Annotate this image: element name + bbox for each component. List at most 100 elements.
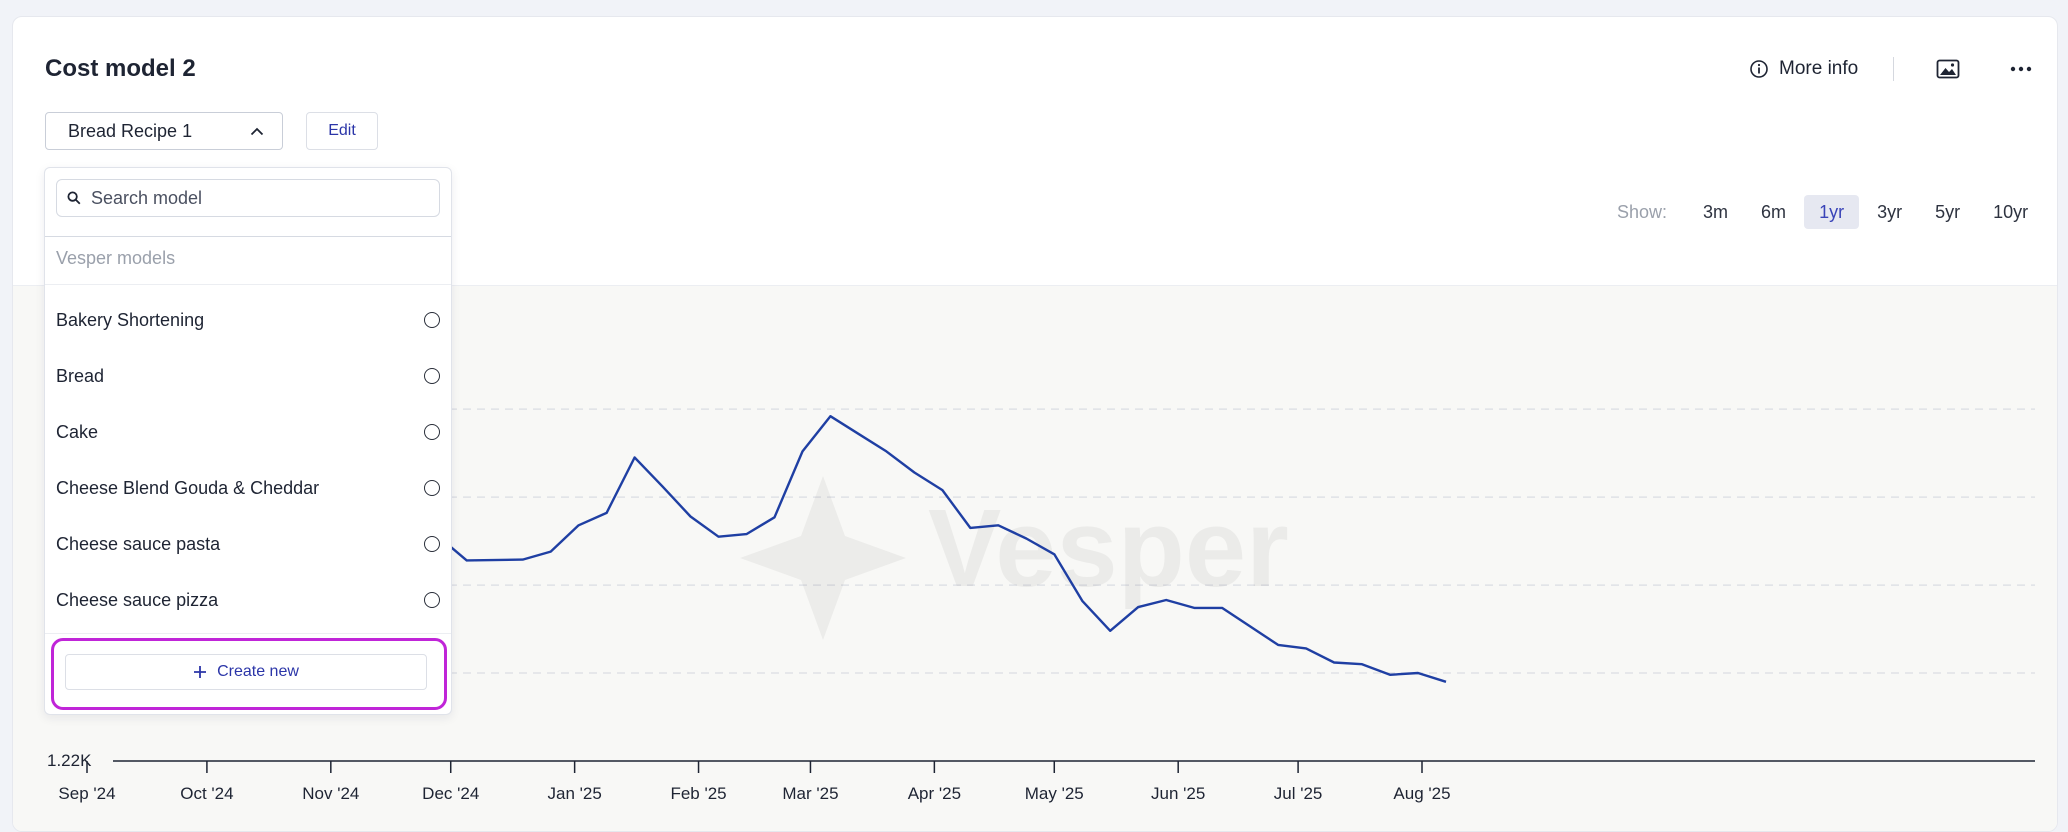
group-label: Vesper models: [56, 248, 176, 268]
range-3m[interactable]: 3m: [1703, 201, 1729, 222]
series-line: [325, 415, 1447, 683]
model-list: Bakery Shortening Bread Cake Cheese Blen…: [45, 292, 451, 628]
data-point: [1444, 680, 1448, 684]
model-dropdown: Vesper models Bakery Shortening Bread Ca…: [44, 167, 452, 715]
data-point: [1108, 629, 1112, 633]
x-tick-label: Oct '24: [180, 784, 233, 803]
x-tick-label: Feb '25: [670, 784, 726, 803]
create-new-highlight: Create new: [51, 638, 447, 710]
model-option-label: Bread: [56, 365, 105, 386]
search-model-input[interactable]: [89, 186, 413, 210]
data-point: [745, 532, 749, 536]
model-option-cheese-sauce-pizza[interactable]: Cheese sauce pizza: [45, 572, 451, 628]
data-point: [689, 514, 693, 518]
search-model-box[interactable]: [56, 179, 440, 217]
model-option-bakery-shortening[interactable]: Bakery Shortening: [45, 292, 451, 348]
radio-icon[interactable]: [424, 368, 440, 384]
model-select-value: Bread Recipe 1: [68, 120, 193, 141]
model-option-label: Cheese Blend Gouda & Cheddar: [56, 477, 320, 498]
more-info-button[interactable]: More info: [1749, 53, 1858, 85]
data-point: [1220, 606, 1224, 610]
data-point: [1388, 673, 1392, 677]
range-6m[interactable]: 6m: [1761, 201, 1787, 222]
data-point: [856, 432, 860, 436]
model-option-cheese-blend[interactable]: Cheese Blend Gouda & Cheddar: [45, 460, 451, 516]
data-point: [1276, 643, 1280, 647]
x-tick-label: Jul '25: [1274, 784, 1323, 803]
search-icon: [67, 191, 81, 205]
create-new-label: Create new: [217, 663, 299, 680]
watermark: Vesper: [740, 476, 1289, 640]
more-info-label: More info: [1779, 58, 1859, 79]
header-divider: [1893, 57, 1894, 81]
data-point: [1052, 552, 1056, 556]
y-tick-label: 1.22K: [47, 751, 92, 770]
model-select[interactable]: Bread Recipe 1: [45, 112, 283, 150]
data-point: [800, 449, 804, 453]
radio-icon[interactable]: [424, 312, 440, 328]
data-point: [1416, 671, 1420, 675]
data-point: [661, 485, 665, 489]
radio-icon[interactable]: [424, 536, 440, 552]
data-point: [633, 456, 637, 460]
kebab-icon: [2010, 66, 2032, 72]
data-point: [996, 523, 1000, 527]
range-3yr[interactable]: 3yr: [1877, 201, 1903, 222]
x-tick-label: Mar '25: [782, 784, 838, 803]
data-point: [1360, 662, 1364, 666]
model-option-cheese-sauce-pasta[interactable]: Cheese sauce pasta: [45, 516, 451, 572]
x-tick-label: Nov '24: [302, 784, 359, 803]
data-point: [968, 526, 972, 530]
range-10yr[interactable]: 10yr: [1993, 201, 2029, 222]
data-point: [1024, 536, 1028, 540]
dropdown-divider: [45, 633, 451, 634]
data-point: [1136, 605, 1140, 609]
data-point: [940, 488, 944, 492]
model-option-label: Cake: [56, 421, 99, 442]
page-title: Cost model 2: [45, 55, 196, 82]
create-new-button[interactable]: Create new: [65, 654, 427, 690]
data-point: [1304, 646, 1308, 650]
dropdown-divider: [45, 236, 451, 237]
range-1yr[interactable]: 1yr: [1804, 195, 1860, 229]
data-point: [577, 523, 581, 527]
radio-icon[interactable]: [424, 592, 440, 608]
model-option-label: Cheese sauce pasta: [56, 533, 221, 554]
show-label: Show:: [1617, 201, 1668, 222]
data-point: [549, 550, 553, 554]
range-selector: Show: 3m 6m 1yr 3yr 5yr 10yr: [1617, 195, 2043, 229]
plus-icon: [194, 666, 207, 678]
data-point: [912, 470, 916, 474]
chevron-up-icon: [250, 127, 264, 135]
x-tick-label: Apr '25: [908, 784, 961, 803]
dropdown-divider: [45, 284, 451, 285]
x-tick-label: Jan '25: [547, 784, 601, 803]
data-point: [1332, 660, 1336, 664]
data-point: [717, 535, 721, 539]
edit-button[interactable]: Edit: [306, 112, 378, 150]
download-image-button[interactable]: [1931, 53, 1965, 85]
model-option-bread[interactable]: Bread: [45, 348, 451, 404]
chart-grid: [113, 408, 2035, 674]
x-tick-label: Sep '24: [58, 784, 115, 803]
x-tick-label: May '25: [1025, 784, 1084, 803]
data-point: [772, 515, 776, 519]
data-point: [1248, 624, 1252, 628]
x-tick-label: Jun '25: [1151, 784, 1205, 803]
watermark-text: Vesper: [928, 487, 1289, 610]
image-icon: [1936, 59, 1960, 79]
model-option-label: Bakery Shortening: [56, 309, 205, 330]
data-point: [465, 558, 469, 562]
radio-icon[interactable]: [424, 480, 440, 496]
more-options-button[interactable]: [2003, 53, 2039, 85]
range-5yr[interactable]: 5yr: [1935, 201, 1961, 222]
x-tick-label: Aug '25: [1393, 784, 1450, 803]
data-point: [1192, 606, 1196, 610]
info-icon: [1750, 60, 1768, 78]
model-option-label: Cheese sauce pizza: [56, 589, 219, 610]
model-option-cake[interactable]: Cake: [45, 404, 451, 460]
data-point: [605, 511, 609, 515]
radio-icon[interactable]: [424, 424, 440, 440]
data-point: [828, 414, 832, 418]
x-tick-label: Dec '24: [422, 784, 479, 803]
